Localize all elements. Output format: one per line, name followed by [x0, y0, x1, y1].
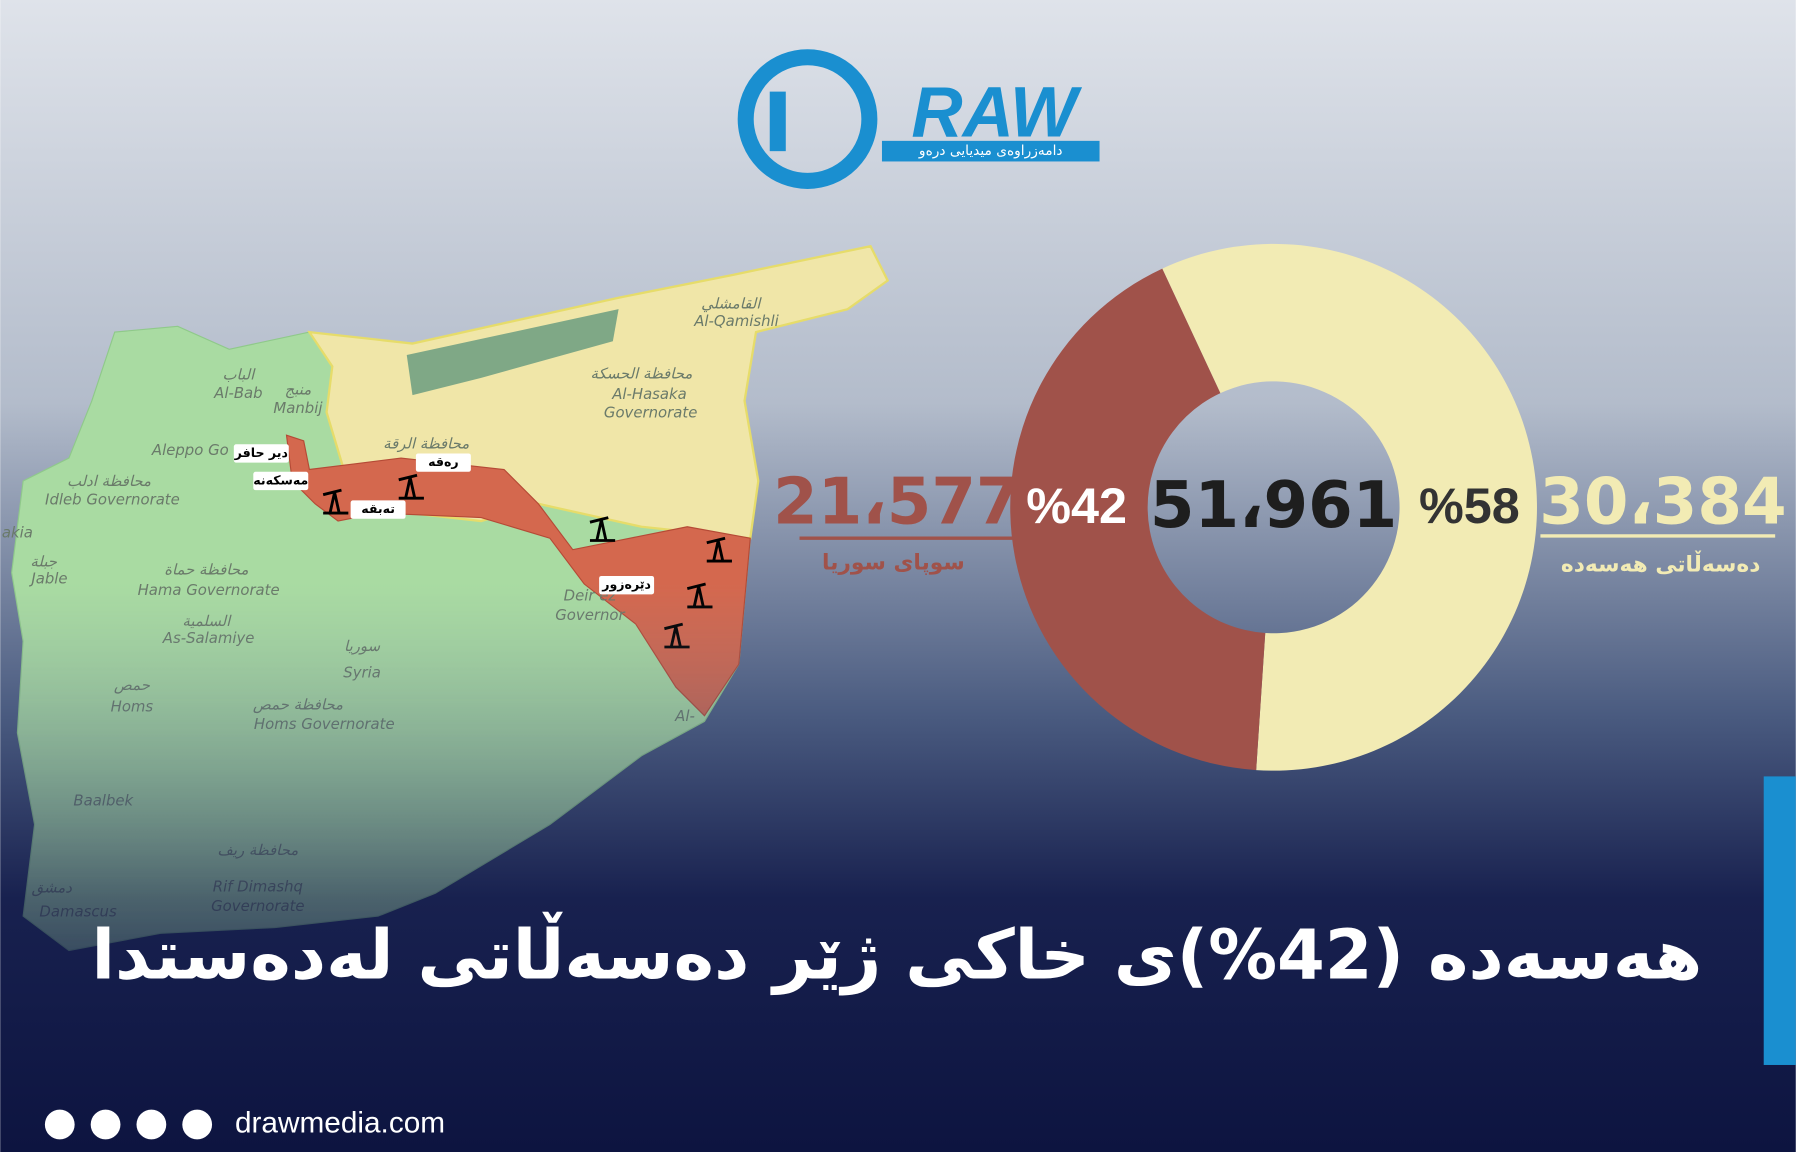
map-label: Aleppo Go	[151, 441, 229, 459]
map-label: الباب	[223, 366, 257, 384]
map-label: محافظة الحسكة	[591, 364, 693, 382]
center-total: 51،961	[1150, 468, 1397, 543]
map-label: محافظة حمص	[253, 695, 343, 713]
map-label: Idleb Governorate	[45, 490, 180, 508]
map-label: جبلة	[30, 552, 57, 570]
logo-band	[881, 140, 1100, 162]
map-label: دمشق	[32, 879, 73, 897]
place-box	[415, 453, 471, 472]
oil-icon	[664, 622, 690, 649]
place-label: دیر حافر	[234, 445, 289, 460]
tiktok-icon[interactable]	[182, 1109, 213, 1140]
place-box	[233, 444, 289, 463]
place-label: تەبقە	[361, 501, 395, 516]
place-label: رەقە	[428, 454, 459, 469]
logo: RAW دامەزراوەی میدیایی درەو	[737, 49, 1100, 189]
logo-ring	[737, 49, 878, 189]
map-label: Homs	[111, 698, 154, 716]
map-label: محافظة ادلب	[67, 472, 151, 490]
map-label: Baalbek	[73, 792, 134, 810]
map-label: Hama Governorate	[138, 581, 280, 599]
oil-icon	[398, 473, 424, 500]
value-label: %58	[1419, 477, 1520, 534]
map-label: السلمية	[182, 612, 232, 630]
twitter-icon[interactable]	[136, 1109, 167, 1140]
legend-label: دەسەڵاتی هەسەدە	[1561, 551, 1761, 578]
place-box	[599, 576, 655, 595]
oil-icon	[589, 516, 616, 542]
place-label: مەسکەنە	[253, 472, 308, 487]
place-box	[350, 500, 406, 519]
facebook-icon[interactable]	[44, 1109, 75, 1140]
map-label: Al-Qamishli	[693, 312, 779, 330]
map-label: Manbij	[273, 399, 323, 417]
donut-chart: %58 %42 51،961 30،384 دەسەڵاتی هەسەدە 21،577 س…	[773, 243, 1787, 771]
oil-icon	[322, 488, 349, 515]
map-label: محافظة الرقة	[383, 434, 469, 452]
place-box	[253, 471, 309, 491]
map-label: القامشلي	[701, 295, 762, 313]
category-total: 21،577	[773, 465, 1020, 540]
map-label: محافظة ريف	[217, 841, 298, 859]
oil-icon	[706, 536, 732, 563]
map-label: Damascus	[39, 903, 117, 921]
donut-segment	[1010, 268, 1266, 771]
map-region	[406, 309, 619, 396]
map-label: Homs Governorate	[254, 715, 395, 733]
map-label: Rif Dimashq	[213, 877, 303, 895]
instagram-icon[interactable]	[90, 1109, 121, 1140]
map-label: حمص	[114, 676, 151, 694]
place-label: دێرەزور	[601, 577, 651, 592]
category-total: 30،384	[1539, 465, 1786, 540]
map-label: As-Salamiye	[162, 629, 255, 647]
value-label: %42	[1026, 477, 1127, 534]
map-label: Syria	[343, 663, 381, 681]
map-label: محافظة حماة	[164, 560, 248, 578]
side-bar	[1763, 776, 1796, 1065]
map-label: سوريا	[344, 637, 381, 655]
map-label: Governorate	[211, 897, 304, 915]
map-label: Governor	[555, 606, 625, 624]
oil-icon	[686, 582, 713, 609]
logo-d	[769, 91, 786, 152]
donut-segment	[1162, 243, 1537, 771]
map-label: Al-Hasaka	[611, 385, 687, 403]
logo-letters: RAW	[911, 74, 1083, 153]
social-icons	[44, 1109, 213, 1140]
map-label: Jable	[28, 569, 67, 587]
map-label: Al-	[674, 707, 695, 725]
logo-tagline: دامەزراوەی میدیایی درەو	[918, 143, 1063, 159]
title: هەسەدە (42%)ی خاکی ژێر دەسەڵاتی لەدەستدا	[91, 912, 1702, 996]
map-label: Governorate	[604, 403, 697, 421]
map-label: منبج	[285, 380, 312, 398]
website[interactable]: drawmedia.com	[235, 1106, 445, 1139]
map-label: Al-Bab	[213, 384, 262, 402]
map-label: akia	[2, 524, 33, 542]
legend-label: سوپای سوریا	[822, 550, 965, 575]
